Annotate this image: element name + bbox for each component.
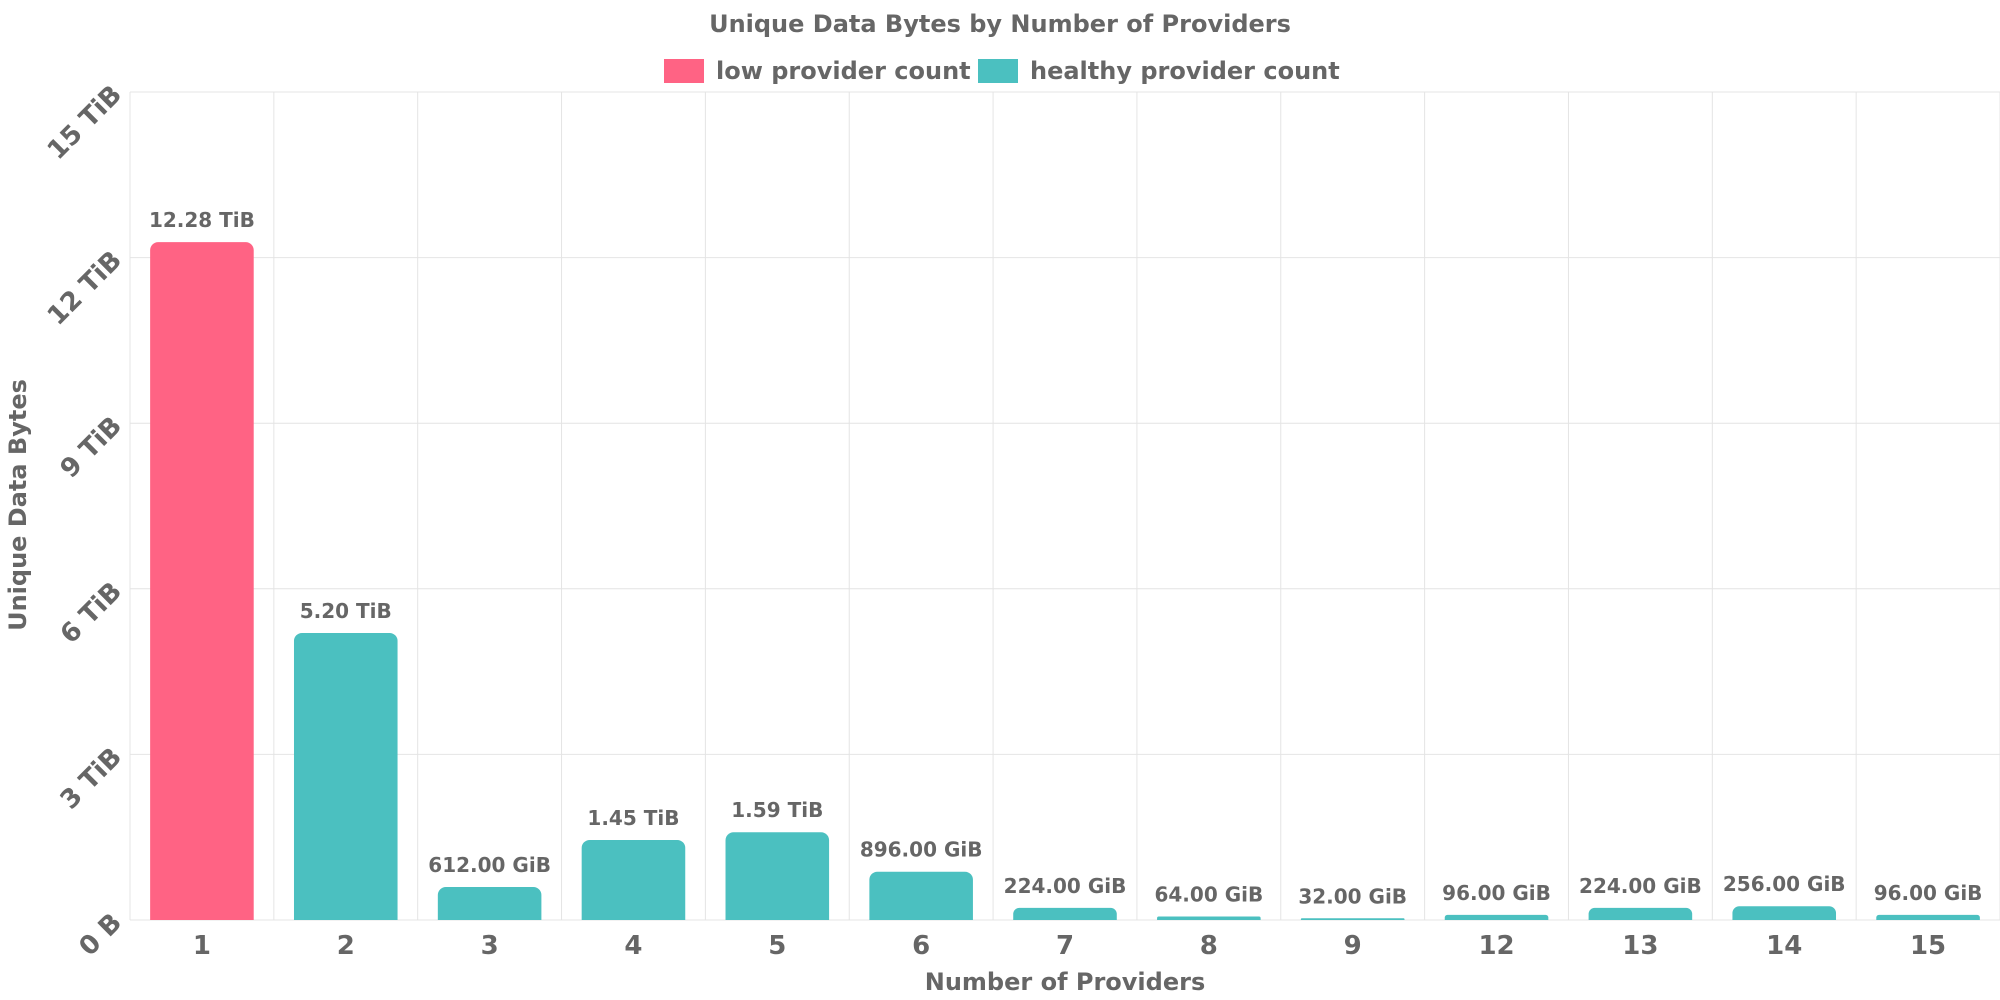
bar-13[interactable] xyxy=(1588,907,1693,926)
legend-label-low: low provider count xyxy=(716,57,971,85)
x-tick-14: 14 xyxy=(1766,931,1802,961)
x-tick-1: 1 xyxy=(193,931,211,961)
x-axis-ticks: 1 2 3 4 5 6 7 8 9 12 13 14 15 xyxy=(193,931,1946,961)
value-label-3: 612.00 GiB xyxy=(428,853,551,877)
x-axis-label: Number of Providers xyxy=(925,968,1205,996)
bars xyxy=(150,242,1980,928)
bar-5[interactable] xyxy=(725,832,830,928)
x-tick-3: 3 xyxy=(481,931,499,961)
y-tick-5: 15 TiB xyxy=(42,80,128,166)
value-label-14: 256.00 GiB xyxy=(1723,872,1846,896)
grid-lines xyxy=(129,91,2000,921)
value-label-15: 96.00 GiB xyxy=(1874,881,1983,905)
value-label-8: 64.00 GiB xyxy=(1154,883,1263,907)
legend: low provider count healthy provider coun… xyxy=(664,57,1340,85)
bar-9[interactable] xyxy=(1300,918,1405,921)
legend-swatch-healthy xyxy=(978,59,1018,83)
x-tick-2: 2 xyxy=(337,931,355,961)
value-label-7: 224.00 GiB xyxy=(1004,874,1127,898)
x-tick-7: 7 xyxy=(1056,931,1074,961)
y-tick-0: 0 B xyxy=(74,908,128,962)
y-tick-4: 12 TiB xyxy=(42,245,128,331)
x-tick-15: 15 xyxy=(1910,931,1946,961)
bar-8[interactable] xyxy=(1157,916,1261,922)
x-tick-6: 6 xyxy=(912,931,930,961)
bar-3[interactable] xyxy=(437,887,542,928)
value-label-6: 896.00 GiB xyxy=(860,838,983,862)
x-tick-12: 12 xyxy=(1478,931,1514,961)
y-tick-1: 3 TiB xyxy=(55,742,128,815)
y-tick-3: 9 TiB xyxy=(55,411,128,484)
x-tick-13: 13 xyxy=(1622,931,1658,961)
bar-6[interactable] xyxy=(869,871,973,928)
legend-item-low[interactable]: low provider count xyxy=(664,57,971,85)
value-label-1: 12.28 TiB xyxy=(149,208,255,232)
bar-1[interactable] xyxy=(150,242,254,928)
value-label-5: 1.59 TiB xyxy=(731,798,823,822)
value-label-9: 32.00 GiB xyxy=(1298,884,1407,908)
value-label-13: 224.00 GiB xyxy=(1579,874,1702,898)
value-label-4: 1.45 TiB xyxy=(587,806,679,830)
legend-swatch-low xyxy=(664,59,704,83)
value-label-2: 5.20 TiB xyxy=(300,599,392,623)
bar-2[interactable] xyxy=(293,632,398,928)
value-labels: 12.28 TiB 5.20 TiB 612.00 GiB 1.45 TiB 1.59 … xyxy=(149,208,1983,908)
chart-title: Unique Data Bytes by Number of Providers xyxy=(709,10,1291,38)
value-label-12: 96.00 GiB xyxy=(1442,881,1551,905)
bar-12[interactable] xyxy=(1444,914,1549,923)
bar-7[interactable] xyxy=(1013,907,1117,926)
x-tick-4: 4 xyxy=(624,931,642,961)
x-tick-9: 9 xyxy=(1344,931,1362,961)
x-tick-8: 8 xyxy=(1200,931,1218,961)
legend-label-healthy: healthy provider count xyxy=(1030,57,1340,85)
bar-14[interactable] xyxy=(1732,906,1837,927)
bar-4[interactable] xyxy=(581,839,686,928)
x-tick-5: 5 xyxy=(768,931,786,961)
y-tick-2: 6 TiB xyxy=(55,577,128,650)
bar-15[interactable] xyxy=(1876,914,1980,923)
y-axis-label: Unique Data Bytes xyxy=(4,379,32,631)
legend-item-healthy[interactable]: healthy provider count xyxy=(978,57,1340,85)
y-axis-ticks: 0 B 3 TiB 6 TiB 9 TiB 12 TiB 15 TiB xyxy=(42,80,128,962)
